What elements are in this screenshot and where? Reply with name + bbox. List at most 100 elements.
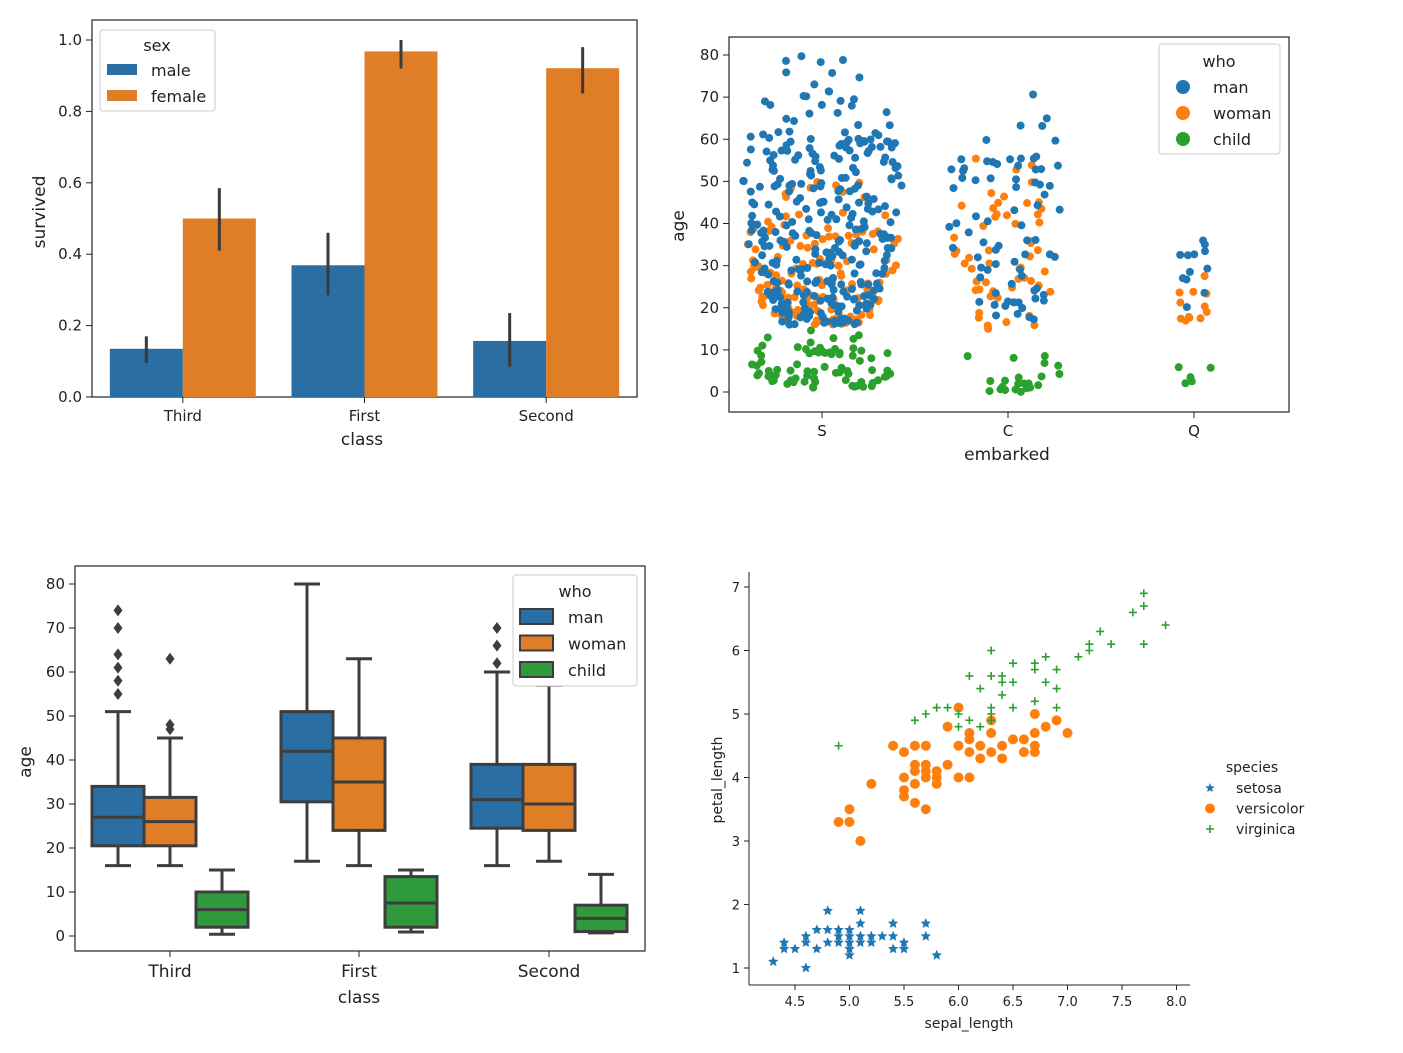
iris-point-setosa	[877, 930, 888, 941]
swarm-point-man	[778, 317, 787, 326]
iris-point-setosa	[920, 930, 931, 941]
iris-point-virginica	[1009, 659, 1017, 668]
swarm-point-man	[1031, 294, 1040, 303]
swarm-point-woman	[747, 274, 756, 283]
swarm-point-man	[826, 261, 835, 270]
swarm-point-woman	[971, 154, 980, 163]
swarm-point-man	[838, 251, 847, 260]
swarm-point-man	[1038, 121, 1047, 130]
iris-point-virginica	[987, 671, 996, 680]
iris-ytick-label: 7	[732, 581, 740, 596]
swarm-point-child	[849, 334, 858, 343]
swarm-point-man	[952, 219, 961, 228]
iris-point-setosa	[768, 956, 779, 967]
swarm-point-man	[841, 173, 850, 182]
swarm-point-child	[810, 347, 819, 356]
iris-legend-label: versicolor	[1236, 802, 1305, 818]
iris-legend-label: virginica	[1236, 822, 1296, 838]
swarm-point-child	[755, 369, 764, 378]
iris-point-versicolor	[953, 702, 964, 713]
swarm-point-child	[793, 360, 802, 369]
iris-point-setosa	[855, 937, 866, 947]
swarm-point-man	[764, 270, 773, 279]
swarm-point-man	[854, 198, 863, 207]
swarm-point-woman	[825, 232, 834, 241]
swarm-point-man	[855, 73, 864, 82]
iris-point-versicolor	[953, 740, 964, 751]
swarm-point-man	[1018, 303, 1027, 312]
swarm-legend-marker	[1176, 106, 1190, 120]
swarm-point-man	[836, 236, 845, 245]
swarm-point-man	[776, 304, 785, 313]
swarm-point-man	[800, 304, 809, 313]
bar-xtick-label: Third	[163, 407, 202, 425]
iris-xlabel: sepal_length	[925, 1016, 1014, 1032]
swarm-point-man	[1182, 303, 1191, 312]
swarm-point-man	[834, 187, 843, 196]
swarm-point-man	[1185, 267, 1194, 276]
iris-point-versicolor	[855, 836, 866, 846]
iris-point-versicolor	[833, 816, 844, 827]
swarm-point-man	[979, 238, 988, 247]
swarm-point-man	[760, 264, 769, 273]
swarm-point-man	[854, 120, 863, 129]
iris-point-virginica	[943, 703, 952, 712]
iris-ytick-label: 2	[732, 899, 740, 914]
swarm-point-woman	[793, 281, 802, 290]
swarm-point-man	[882, 108, 891, 117]
swarm-point-man	[839, 56, 848, 65]
swarm-point-man	[1042, 114, 1051, 123]
iris-point-versicolor	[1008, 734, 1018, 745]
iris-point-virginica	[1074, 652, 1083, 661]
swarm-point-woman	[1176, 298, 1185, 307]
swarm-point-man	[807, 171, 816, 180]
iris-point-setosa	[800, 962, 812, 973]
swarm-point-man	[990, 300, 999, 309]
swarm-point-man	[825, 87, 834, 96]
bar-legend-swatch	[107, 90, 137, 101]
swarm-plot-frame	[728, 36, 1290, 413]
swarm-point-child	[868, 366, 877, 375]
swarm-point-man	[770, 182, 779, 191]
swarm-point-man	[971, 212, 980, 221]
swarm-point-child	[1037, 372, 1046, 381]
iris-point-virginica	[998, 671, 1007, 680]
swarm-point-child	[791, 374, 800, 383]
swarm-point-man	[983, 217, 992, 226]
swarm-point-woman	[888, 266, 897, 275]
swarm-point-woman	[763, 280, 772, 289]
swarm-point-man	[1021, 250, 1030, 259]
iris-point-setosa	[789, 943, 801, 954]
swarm-point-man	[872, 269, 881, 278]
swarm-point-man	[776, 293, 785, 302]
box-outlier	[113, 674, 123, 687]
iris-point-versicolor	[920, 804, 931, 815]
swarm-point-man	[774, 128, 783, 137]
swarm-point-man	[836, 96, 845, 105]
swarm-point-woman	[1196, 314, 1205, 323]
swarm-point-man	[809, 184, 818, 193]
iris-point-virginica	[1052, 684, 1061, 693]
swarm-ylabel: age	[669, 210, 689, 242]
iris-point-setosa	[898, 937, 910, 947]
swarm-point-man	[894, 171, 903, 180]
swarm-point-child	[867, 354, 876, 363]
swarm-point-man	[788, 217, 797, 226]
swarm-point-man	[810, 291, 819, 300]
swarm-point-man	[816, 166, 825, 175]
swarm-point-woman	[786, 236, 795, 245]
box-outlier	[492, 657, 502, 670]
swarm-point-man	[823, 294, 832, 303]
iris-point-versicolor	[942, 759, 953, 770]
swarm-point-man	[797, 271, 806, 280]
swarm-point-man	[816, 58, 825, 67]
box-legend-label: woman	[568, 635, 626, 654]
swarm-point-man	[992, 311, 1001, 320]
swarm-ytick-label: 50	[700, 172, 719, 190]
swarm-legend-label: woman	[1213, 104, 1271, 123]
swarm-point-child	[985, 387, 994, 396]
iris-point-virginica	[1096, 627, 1105, 636]
swarm-point-man	[765, 133, 774, 142]
iris-point-versicolor	[1040, 721, 1051, 732]
swarm-legend-marker	[1176, 132, 1190, 146]
